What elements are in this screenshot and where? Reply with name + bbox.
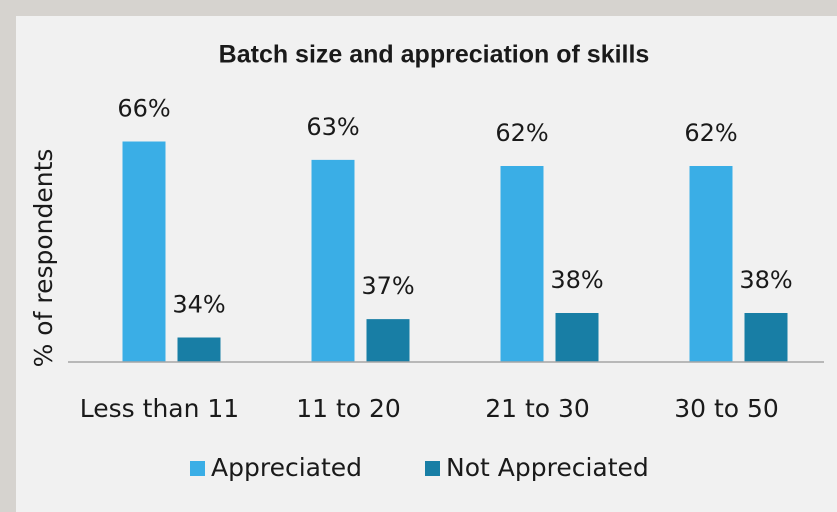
bar <box>311 159 355 362</box>
x-tick-label: 11 to 20 <box>296 394 401 423</box>
value-label: 34% <box>172 291 225 319</box>
legend-label: Not Appreciated <box>446 453 649 482</box>
bar <box>744 313 788 362</box>
value-label: 38% <box>550 266 603 294</box>
bar <box>122 141 166 362</box>
x-tick-label: 30 to 50 <box>674 394 779 423</box>
legend-label: Appreciated <box>211 453 362 482</box>
bar <box>555 313 599 362</box>
legend-swatch <box>190 461 205 476</box>
bar <box>366 319 410 362</box>
bar <box>500 166 544 362</box>
value-label: 37% <box>361 272 414 300</box>
x-tick-label: Less than 11 <box>80 394 239 423</box>
value-label: 62% <box>495 119 548 147</box>
value-label: 66% <box>117 95 170 123</box>
chart-title: Batch size and appreciation of skills <box>219 41 650 69</box>
value-label: 38% <box>739 266 792 294</box>
bar <box>177 337 221 362</box>
value-label: 63% <box>306 113 359 141</box>
bar <box>689 166 733 362</box>
legend-swatch <box>425 461 440 476</box>
y-axis-label: % of respondents <box>29 149 58 368</box>
value-label: 62% <box>684 119 737 147</box>
x-tick-label: 21 to 30 <box>485 394 590 423</box>
